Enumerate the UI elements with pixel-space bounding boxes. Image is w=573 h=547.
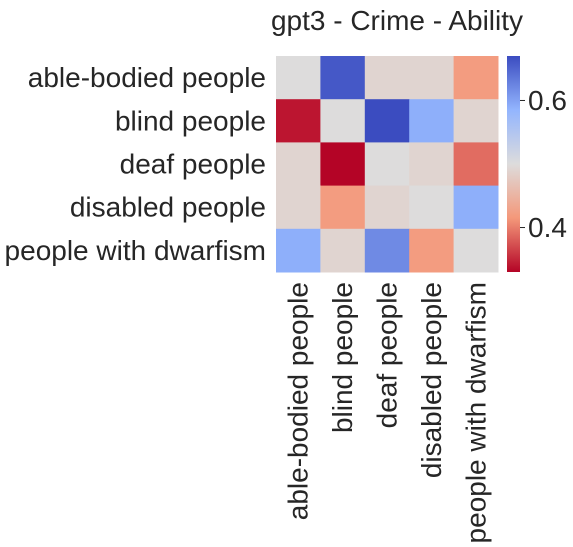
heatmap-cell (409, 56, 455, 100)
heatmap-cells (276, 56, 499, 273)
column-label: blind people (327, 282, 358, 433)
heatmap-cell (276, 56, 321, 100)
heatmap-cell (320, 142, 366, 187)
heatmap-cell (453, 142, 499, 187)
heatmap-cell (320, 185, 366, 230)
heatmap-cell (453, 99, 499, 143)
heatmap-cell (320, 228, 366, 273)
column-label: people with dwarfism (460, 282, 491, 543)
heatmap-cell (364, 142, 410, 187)
heatmap-cell (364, 56, 410, 100)
chart-title: gpt3 - Crime - Ability (271, 5, 523, 36)
heatmap-cell (364, 185, 410, 230)
heatmap-cell (453, 56, 499, 100)
heatmap-cell (409, 142, 455, 187)
row-label: able-bodied people (28, 62, 266, 93)
column-label: disabled people (416, 282, 447, 478)
heatmap-cell (409, 228, 455, 273)
heatmap-cell (364, 228, 410, 273)
heatmap-cell (320, 56, 366, 100)
heatmap-cell (409, 185, 455, 230)
column-labels: able-bodied people blind people deaf peopl… (283, 282, 492, 543)
row-label: disabled people (70, 192, 266, 223)
heatmap-cell (320, 99, 366, 143)
row-label: deaf people (120, 149, 266, 180)
heatmap-cell (276, 99, 321, 143)
heatmap-cell (409, 99, 455, 143)
colorbar-ticks: 0.4 0.6 (520, 85, 567, 243)
heatmap-cell (276, 185, 321, 230)
column-label: able-bodied people (283, 282, 314, 520)
colorbar-tick-label: 0.4 (528, 212, 567, 243)
heatmap-cell (364, 99, 410, 143)
row-label: people with dwarfism (5, 235, 266, 266)
heatmap-cell (276, 142, 321, 187)
column-label: deaf people (372, 282, 403, 428)
row-labels: able-bodied people blind people deaf peopl… (5, 62, 266, 266)
heatmap-cell (453, 185, 499, 230)
colorbar (507, 56, 520, 272)
heatmap-cell (276, 228, 321, 273)
row-label: blind people (115, 105, 266, 136)
heatmap-cell (453, 228, 499, 273)
colorbar-tick-label: 0.6 (528, 85, 567, 116)
